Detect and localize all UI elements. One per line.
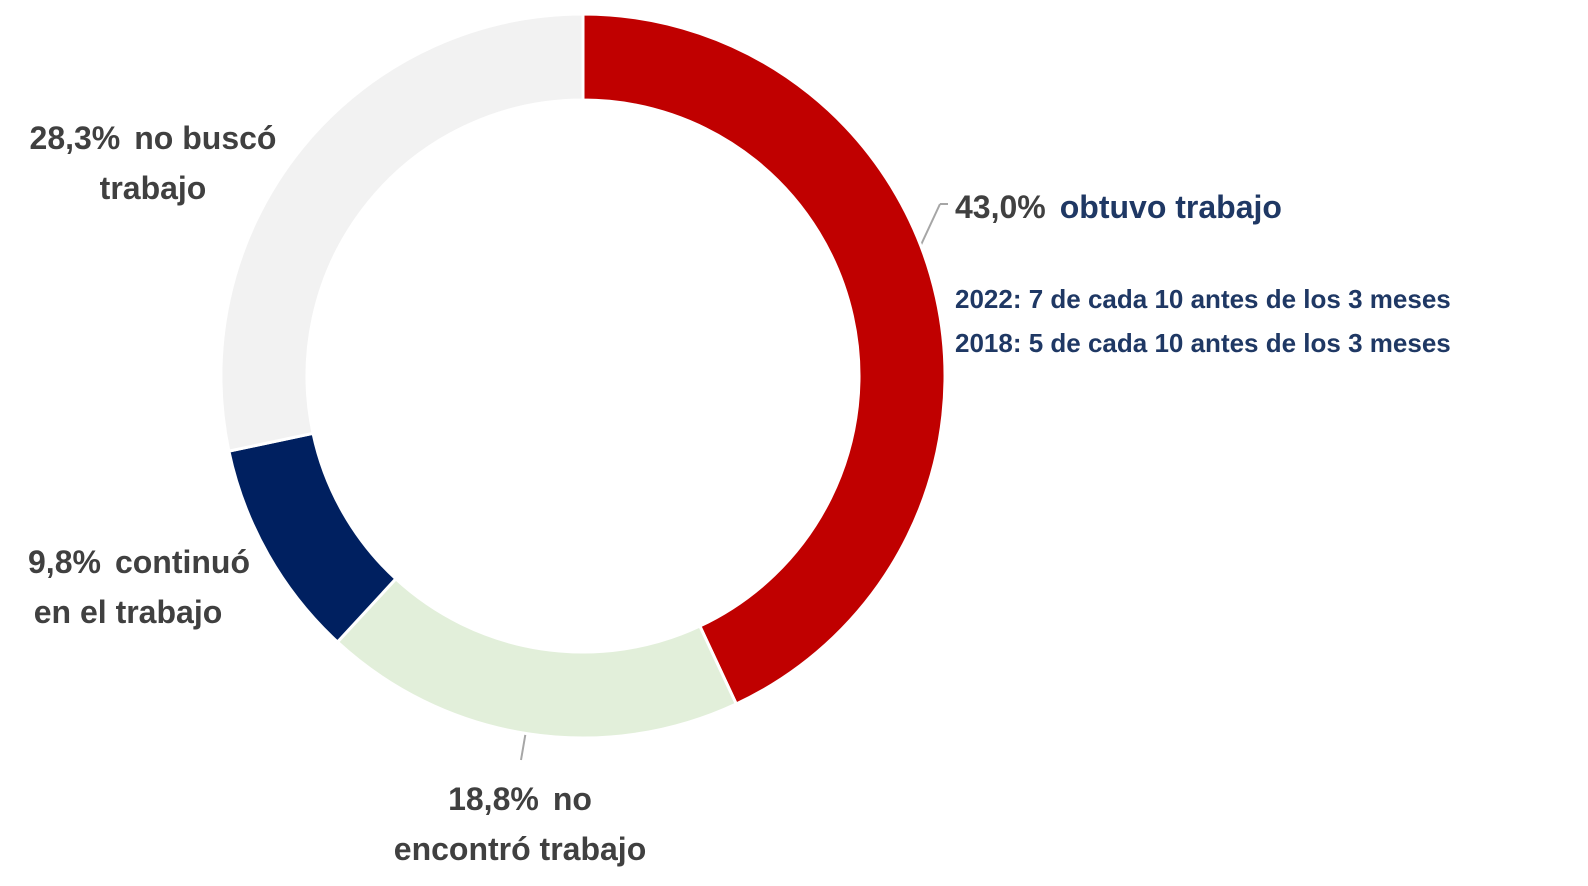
value-label: 28,3% <box>29 120 121 156</box>
donut-segment <box>581 12 947 706</box>
annotation: 2022: 7 de cada 10 antes de los 3 meses <box>955 284 1451 314</box>
annotation: 2018: 5 de cada 10 antes de los 3 meses <box>955 328 1451 358</box>
donut-segment <box>219 12 585 453</box>
value-label: 9,8% <box>28 544 101 580</box>
category-label: no encontró trabajo <box>393 781 647 867</box>
segment-label: 28,3% no buscó trabajo <box>13 113 293 213</box>
category-label: continuó en el trabajo <box>33 544 251 630</box>
segment-label: 43,0% obtuvo trabajo <box>955 182 1555 232</box>
value-label: 18,8% <box>448 781 539 817</box>
category-label: obtuvo trabajo <box>1059 189 1282 225</box>
donut-segment <box>335 576 739 740</box>
value-label: 43,0% <box>955 189 1046 225</box>
category-label: no buscó trabajo <box>99 120 277 206</box>
segment-label: 9,8% continuó en el trabajo <box>28 537 250 637</box>
segment-label: 18,8% no encontró trabajo <box>385 774 655 874</box>
